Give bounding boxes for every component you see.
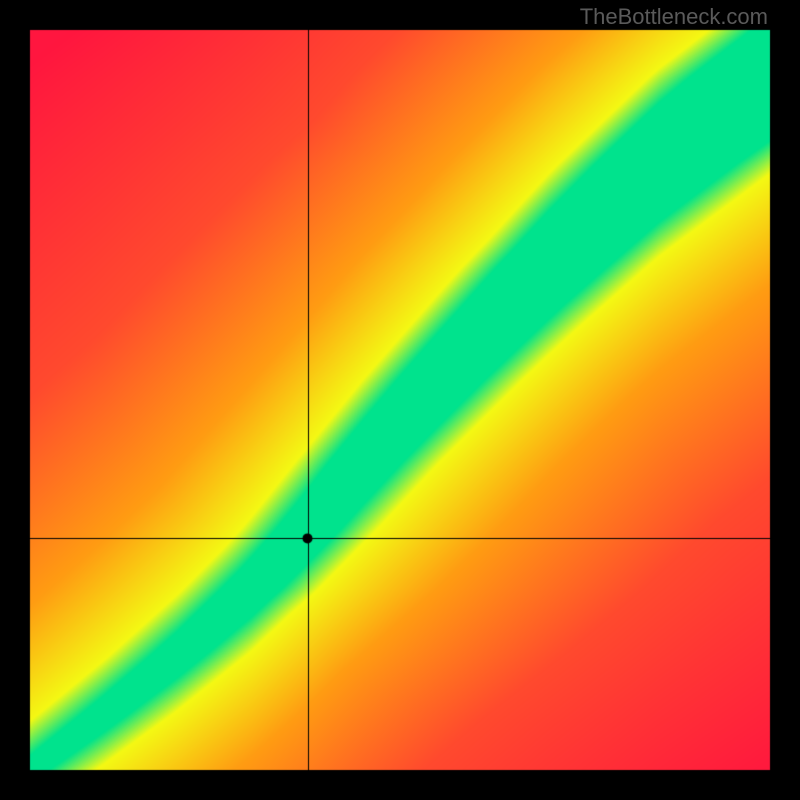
bottleneck-heatmap-canvas — [0, 0, 800, 800]
chart-container: { "watermark": { "text": "TheBottleneck.… — [0, 0, 800, 800]
watermark-text: TheBottleneck.com — [580, 4, 768, 30]
